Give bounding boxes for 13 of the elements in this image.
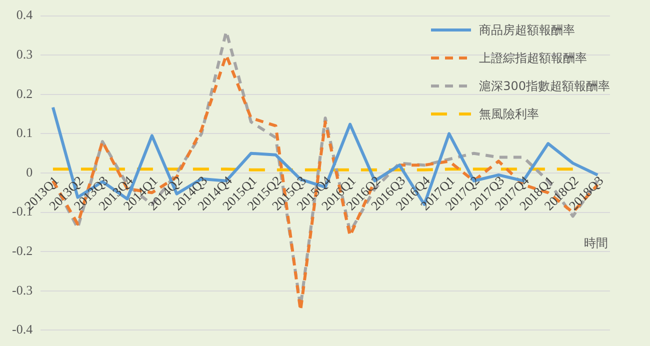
y-tick-label: -0.4 (12, 322, 34, 337)
y-tick-label: -0.2 (12, 243, 33, 258)
y-tick-label: -0.3 (12, 282, 33, 298)
x-axis-title: 時間 (584, 235, 608, 252)
y-tick-label: 0.3 (16, 46, 33, 62)
legend-label: 上證綜指超額報酬率 (479, 50, 588, 66)
y-tick-label: 0.2 (16, 86, 33, 101)
legend-label: 商品房超額報酬率 (479, 22, 576, 38)
legend-label: 滬深300指數超額報酬率 (479, 78, 610, 94)
y-tick-label: 0.4 (16, 7, 34, 22)
y-tick-label: 0 (26, 164, 33, 180)
y-tick-label: 0.1 (16, 125, 33, 140)
legend-label: 無風險利率 (479, 106, 540, 122)
